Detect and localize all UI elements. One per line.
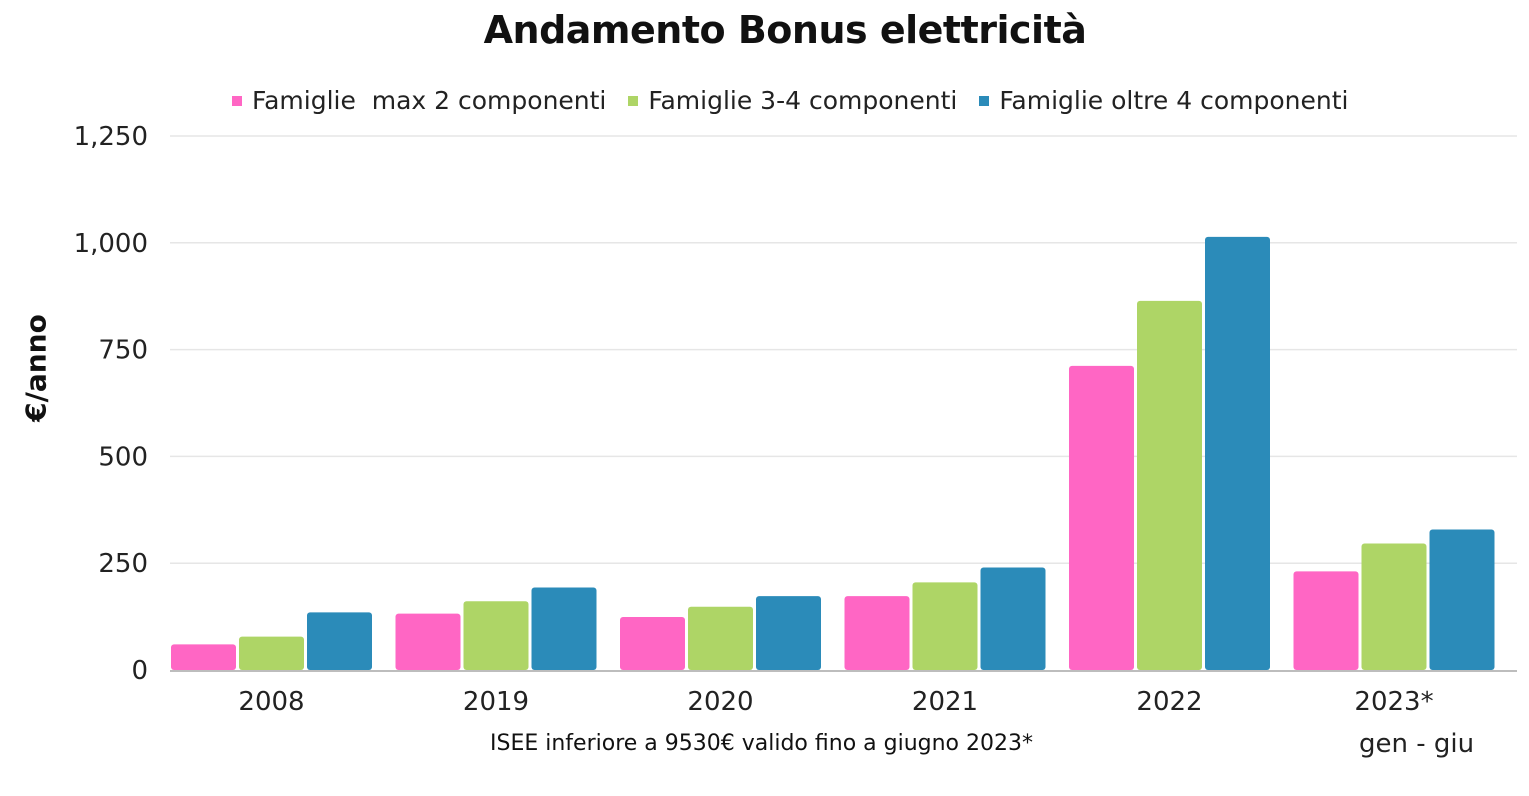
bar-2022-series-3 xyxy=(1205,236,1270,670)
y-tick-label: 250 xyxy=(98,549,148,579)
bar-2019-series-1 xyxy=(395,613,461,670)
x-tick-label: 2020 xyxy=(687,687,753,717)
bar-2023-series-3 xyxy=(1429,529,1495,670)
bar-2022-series-2 xyxy=(1137,300,1202,670)
legend-label-series-1: Famiglie max 2 componenti xyxy=(252,86,607,115)
bar-2021-series-2 xyxy=(912,582,978,670)
chart-title: Andamento Bonus elettricità xyxy=(483,8,1087,52)
bar-2020-series-1 xyxy=(620,617,685,670)
y-tick-label: 1,250 xyxy=(74,122,148,152)
x-tick-label: 2023* xyxy=(1354,687,1433,717)
legend-item-series-1: Famiglie max 2 componenti xyxy=(232,86,606,115)
bar-2008-series-1 xyxy=(171,644,236,670)
bar-2021-series-1 xyxy=(844,596,910,670)
bar-2008-series-2 xyxy=(239,636,304,670)
bar-2023-series-1 xyxy=(1293,571,1359,670)
y-tick-label: 500 xyxy=(98,442,148,472)
legend-swatch-series-3 xyxy=(979,95,990,106)
x-tick-label: 2021 xyxy=(912,687,978,717)
bar-2022-series-1 xyxy=(1069,365,1134,670)
chart-footnote: ISEE inferiore a 9530€ valido fino a giu… xyxy=(490,731,1033,756)
x-tick-label: 2019 xyxy=(463,687,529,717)
bar-2023-series-2 xyxy=(1361,543,1427,670)
bar-2019-series-3 xyxy=(531,587,597,670)
legend-label-series-3: Famiglie oltre 4 componenti xyxy=(999,86,1349,115)
bar-2021-series-3 xyxy=(980,567,1046,670)
legend-label-series-2: Famiglie 3-4 componenti xyxy=(648,86,958,115)
bar-2019-series-2 xyxy=(463,601,529,670)
y-tick-label: 1,000 xyxy=(74,229,148,259)
chart-legend: Famiglie max 2 componenti Famiglie 3-4 c… xyxy=(232,86,1348,115)
x-tick-label: 2008 xyxy=(238,687,304,717)
legend-item-series-2: Famiglie 3-4 componenti xyxy=(628,86,957,115)
x-tick-label: 2022 xyxy=(1136,687,1202,717)
legend-swatch-series-2 xyxy=(628,95,639,106)
y-tick-label: 0 xyxy=(131,656,148,686)
x-tick-sublabel-2023: gen - giu xyxy=(1359,729,1475,759)
legend-swatch-series-1 xyxy=(232,95,242,106)
bar-2008-series-3 xyxy=(307,612,372,670)
bar-2020-series-2 xyxy=(688,606,753,670)
y-tick-label: 750 xyxy=(98,336,148,366)
bar-2020-series-3 xyxy=(756,596,821,670)
legend-item-series-3: Famiglie oltre 4 componenti xyxy=(979,86,1348,115)
